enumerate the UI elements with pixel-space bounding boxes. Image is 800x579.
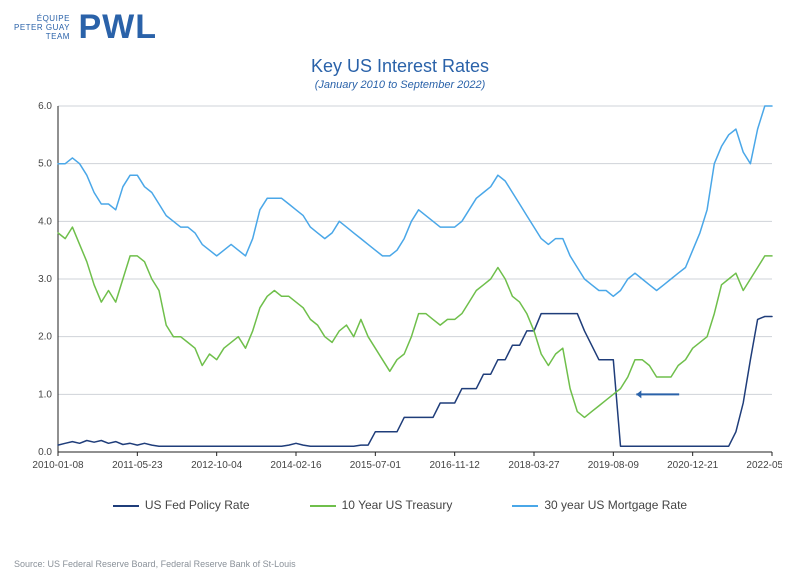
logo-line2: PETER GUAY — [14, 23, 70, 32]
svg-text:1.0: 1.0 — [38, 389, 52, 400]
logo-small-text: ÉQUIPE PETER GUAY TEAM — [14, 14, 70, 41]
chart-legend: US Fed Policy Rate 10 Year US Treasury 30 … — [0, 498, 800, 512]
svg-text:2011-05-23: 2011-05-23 — [112, 460, 163, 471]
svg-text:2012-10-04: 2012-10-04 — [191, 460, 243, 471]
chart-title: Key US Interest Rates — [0, 56, 800, 77]
brand-logo: ÉQUIPE PETER GUAY TEAM PWL — [14, 8, 157, 47]
source-text: Source: US Federal Reserve Board, Federa… — [14, 559, 296, 569]
svg-text:2020-12-21: 2020-12-21 — [667, 460, 719, 471]
legend-item: US Fed Policy Rate — [113, 498, 250, 512]
logo-line3: TEAM — [46, 32, 70, 41]
svg-text:2015-07-01: 2015-07-01 — [350, 460, 402, 471]
svg-text:2014-02-16: 2014-02-16 — [270, 460, 322, 471]
chart-subtitle: (January 2010 to September 2022) — [0, 79, 800, 91]
legend-label: 10 Year US Treasury — [342, 498, 453, 512]
svg-text:2018-03-27: 2018-03-27 — [508, 460, 560, 471]
chart-svg: 0.0 1.0 2.0 3.0 4.0 5.0 6.0 2010-01-08 2011-05-2… — [24, 100, 782, 480]
svg-text:0.0: 0.0 — [38, 447, 52, 458]
legend-item: 30 year US Mortgage Rate — [512, 498, 687, 512]
logo-brand: PWL — [78, 8, 157, 47]
legend-swatch — [310, 505, 336, 507]
chart-title-block: Key US Interest Rates (January 2010 to S… — [0, 56, 800, 91]
legend-item: 10 Year US Treasury — [310, 498, 453, 512]
svg-text:3.0: 3.0 — [38, 274, 52, 285]
svg-text:4.0: 4.0 — [38, 216, 52, 227]
legend-swatch — [113, 505, 139, 507]
svg-text:2.0: 2.0 — [38, 332, 52, 343]
interest-rate-chart: 0.0 1.0 2.0 3.0 4.0 5.0 6.0 2010-01-08 2011-05-2… — [24, 100, 782, 480]
legend-label: US Fed Policy Rate — [145, 498, 250, 512]
svg-text:2022-05-05: 2022-05-05 — [746, 460, 782, 471]
svg-text:2019-08-09: 2019-08-09 — [588, 460, 640, 471]
svg-text:6.0: 6.0 — [38, 101, 52, 112]
svg-text:2016-11-12: 2016-11-12 — [429, 460, 480, 471]
logo-line1: ÉQUIPE — [37, 14, 70, 23]
legend-label: 30 year US Mortgage Rate — [544, 498, 687, 512]
svg-text:5.0: 5.0 — [38, 159, 52, 170]
svg-text:2010-01-08: 2010-01-08 — [32, 460, 84, 471]
legend-swatch — [512, 505, 538, 507]
